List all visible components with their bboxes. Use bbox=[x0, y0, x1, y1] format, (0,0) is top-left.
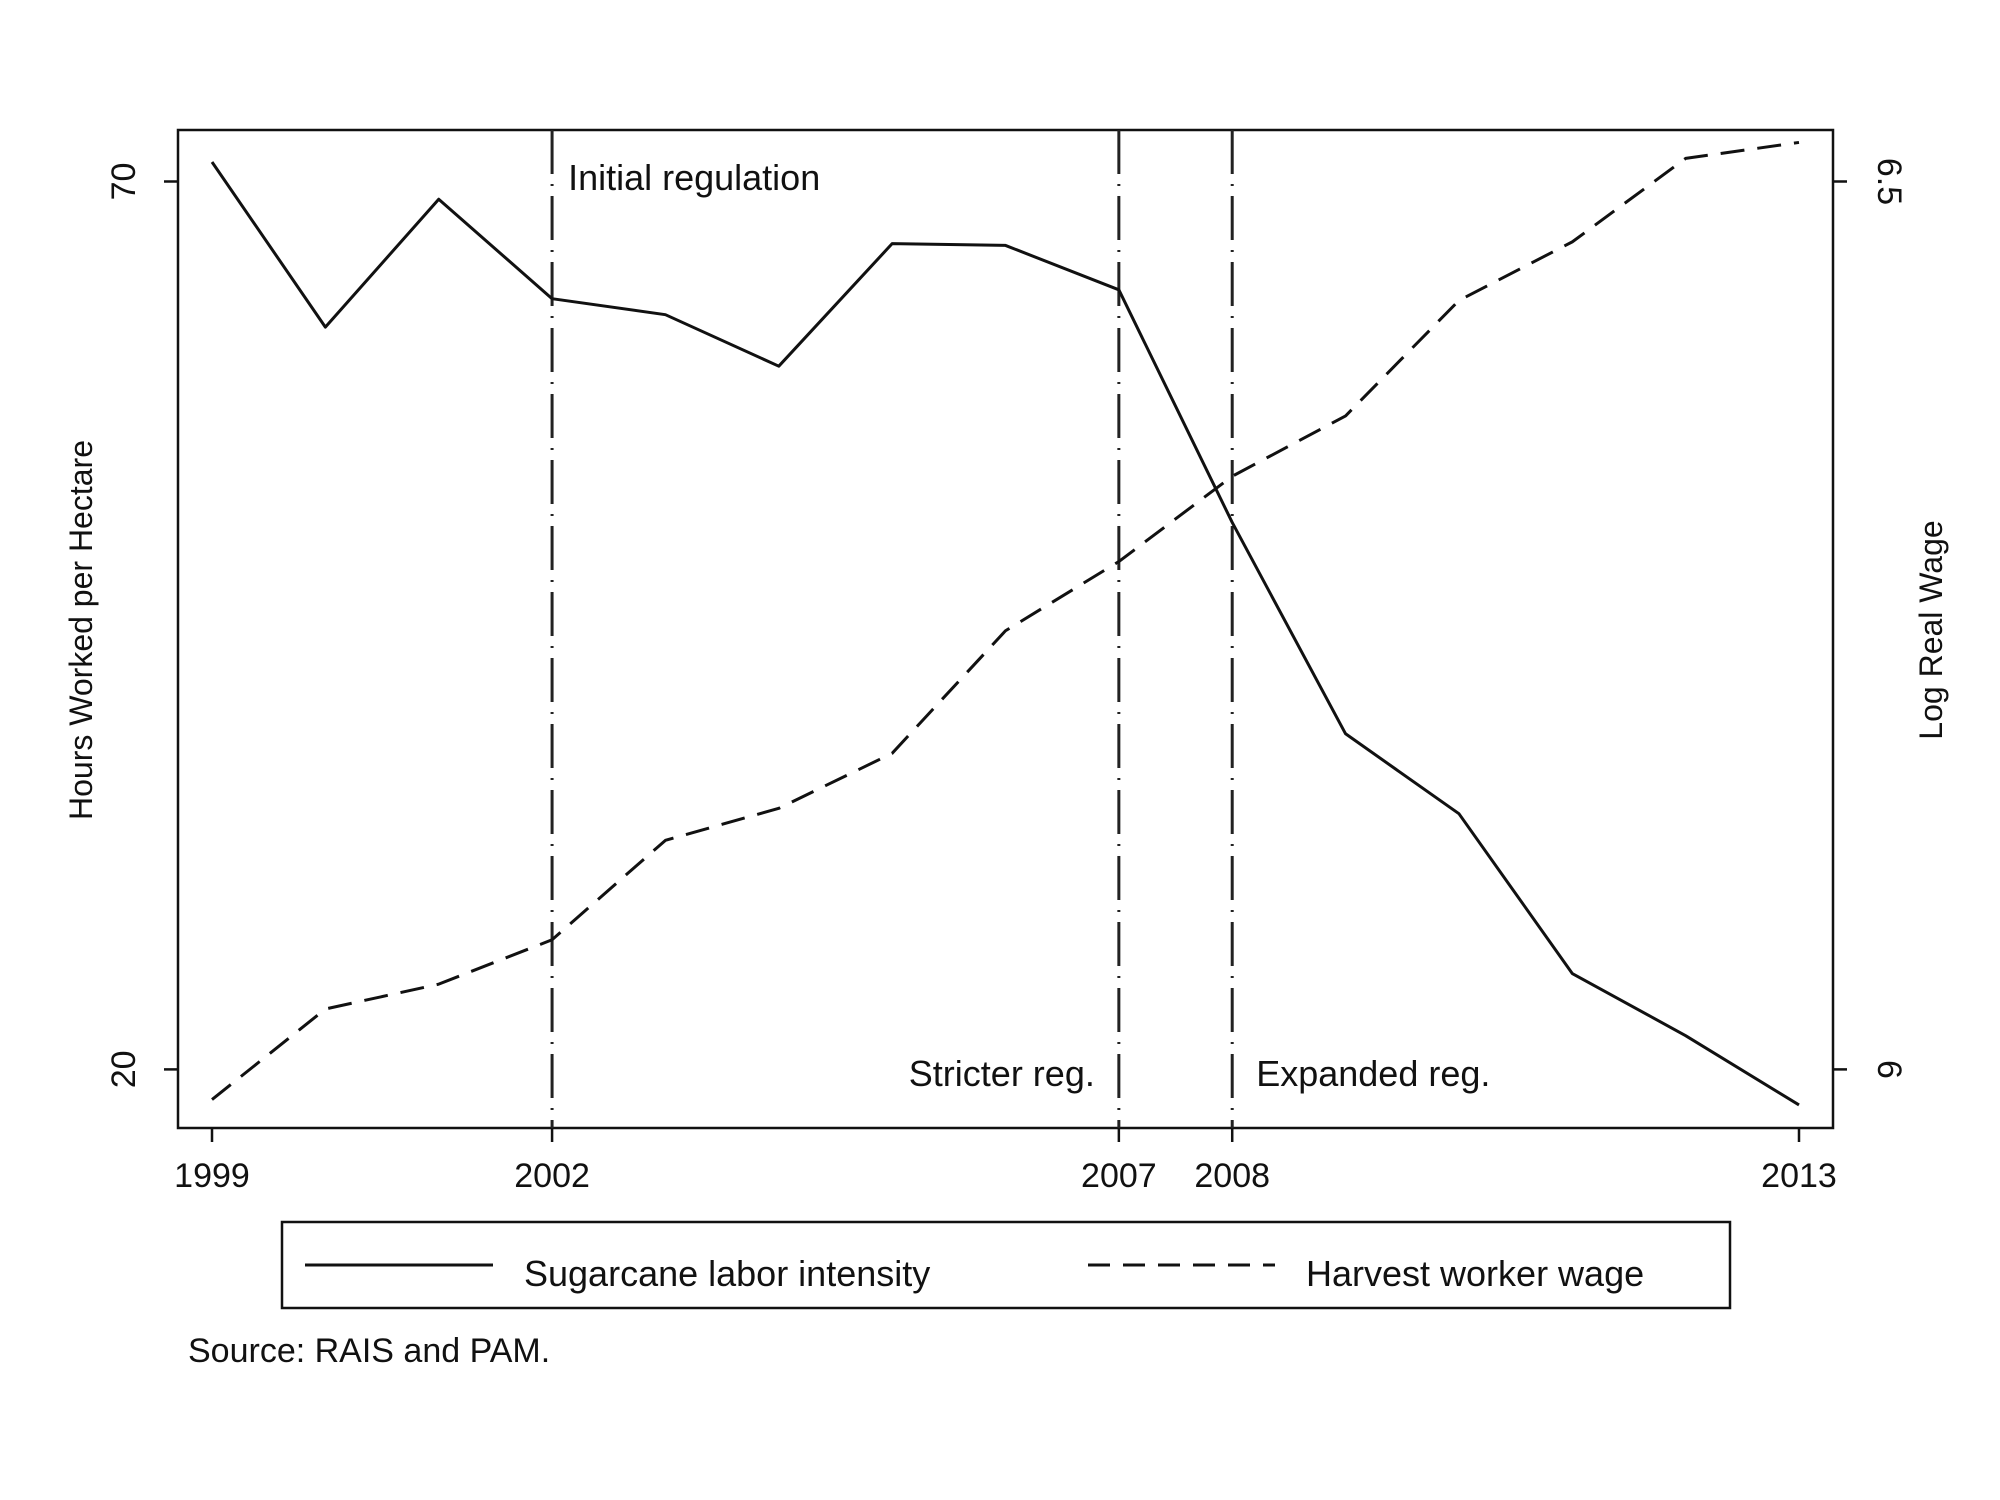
legend-label-labor: Sugarcane labor intensity bbox=[524, 1253, 930, 1294]
x-tick-label-2008: 2008 bbox=[1194, 1157, 1270, 1195]
regulation-lines: Initial regulation Stricter reg. Expanded … bbox=[550, 130, 1490, 1128]
series-line-1 bbox=[211, 140, 1800, 1101]
vline-label-2002: Initial regulation bbox=[568, 157, 820, 198]
x-tick-label-1999: 1999 bbox=[174, 1157, 250, 1195]
source-note: Source: RAIS and PAM. bbox=[188, 1332, 550, 1370]
right-axis-title: Log Real Wage bbox=[1913, 520, 1949, 739]
series-lines bbox=[210, 140, 1800, 1107]
plot-frame bbox=[176, 128, 1835, 1130]
legend: Sugarcane labor intensity Harvest worker… bbox=[280, 1220, 1732, 1310]
legend-label-wage: Harvest worker wage bbox=[1306, 1253, 1644, 1294]
right-tick-label-6: 6 bbox=[1870, 1060, 1908, 1079]
axes: 1999 2002 2007 2008 2013 20 70 6 6.5 bbox=[105, 158, 1908, 1195]
x-tick-label-2002: 2002 bbox=[514, 1157, 590, 1195]
x-tick-label-2013: 2013 bbox=[1761, 1157, 1837, 1195]
left-axis-title: Hours Worked per Hectare bbox=[63, 440, 99, 820]
right-tick-label-6.5: 6.5 bbox=[1870, 158, 1908, 205]
left-tick-label-20: 20 bbox=[105, 1050, 143, 1088]
left-tick-label-70: 70 bbox=[105, 163, 143, 201]
x-tick-label-2007: 2007 bbox=[1081, 1157, 1157, 1195]
vline-label-2007: Stricter reg. bbox=[909, 1053, 1095, 1094]
legend-box bbox=[280, 1220, 1732, 1310]
series-line-0 bbox=[210, 161, 1800, 1107]
vline-label-2008: Expanded reg. bbox=[1256, 1053, 1490, 1094]
